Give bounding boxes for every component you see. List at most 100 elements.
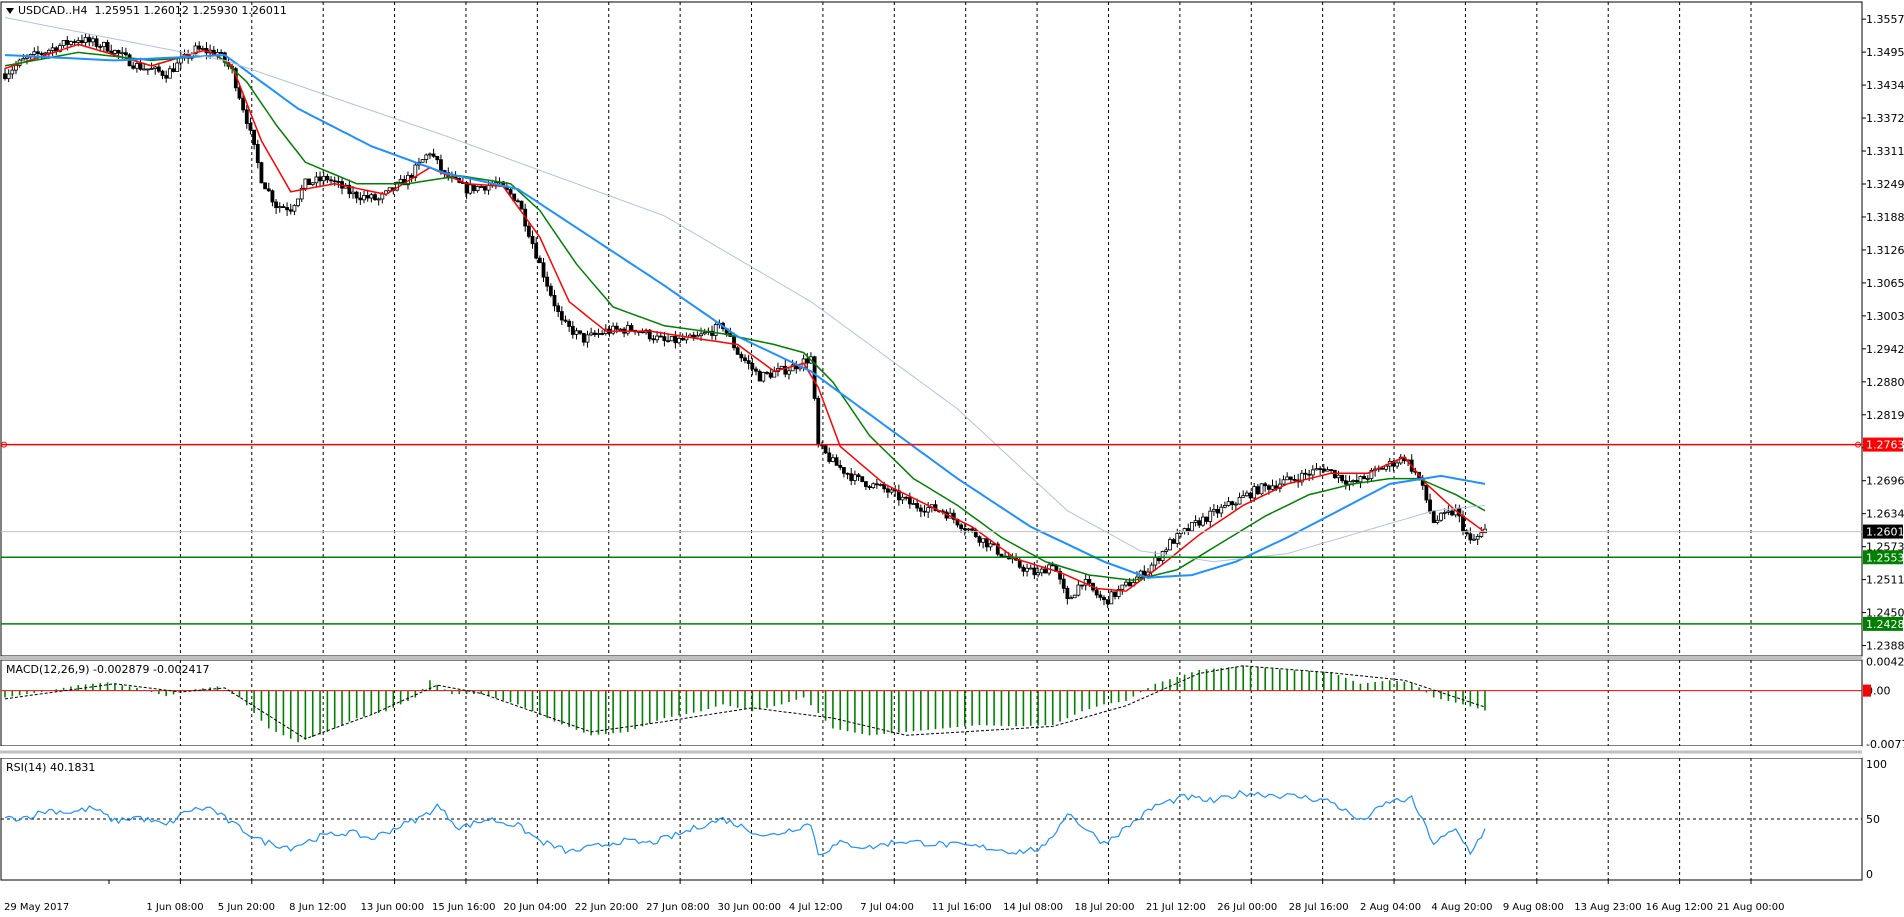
candle-body <box>347 184 352 195</box>
candle-body <box>1307 473 1312 476</box>
candle-body <box>1175 533 1180 544</box>
level-label: 1.26011 <box>1866 526 1904 539</box>
candle-body <box>321 175 326 182</box>
x-tick-label: 4 Jul 12:00 <box>789 902 843 913</box>
candle-body <box>94 38 99 47</box>
candle-body <box>1168 539 1172 551</box>
x-tick-label: 11 Jul 16:00 <box>932 902 992 913</box>
candle-body <box>1450 510 1454 516</box>
candle-body <box>743 357 747 361</box>
candle-body <box>1160 551 1165 562</box>
candle-body <box>1270 485 1275 490</box>
candle-body <box>600 333 605 335</box>
candle-body <box>39 53 44 55</box>
candle-body <box>175 62 180 72</box>
candle-body <box>578 330 583 334</box>
x-tick-label: 8 Jun 12:00 <box>289 902 346 913</box>
candle-body <box>87 37 92 43</box>
candle-body <box>1325 469 1330 472</box>
candle-body <box>252 129 257 145</box>
candle-body <box>1428 499 1432 512</box>
candle-body <box>651 338 656 341</box>
candle-body <box>277 206 282 209</box>
candle-body <box>673 336 678 344</box>
candle-body <box>1109 591 1114 605</box>
candle-body <box>926 507 931 513</box>
candle-body <box>318 176 322 182</box>
candle-body <box>1475 536 1480 540</box>
candle-body <box>592 332 597 335</box>
candle-body <box>1479 532 1484 537</box>
candle-body <box>464 182 469 194</box>
rsi-y-tick-label: 50 <box>1866 813 1880 826</box>
candle-body <box>1094 589 1099 596</box>
candle-body <box>827 452 832 462</box>
candle-body <box>508 189 513 195</box>
y-tick-label: 1.34340 <box>1866 79 1904 92</box>
candle-body <box>988 543 993 548</box>
candle-body <box>435 155 440 161</box>
candle-body <box>552 294 557 307</box>
candle-body <box>1080 584 1084 587</box>
candle-body <box>581 332 586 343</box>
candle-body <box>1435 519 1440 523</box>
candle-body <box>142 68 147 71</box>
candle-body <box>255 144 260 164</box>
candle-body <box>1230 501 1235 505</box>
candle-body <box>1431 510 1436 523</box>
candle-body <box>14 64 18 71</box>
candle-body <box>1043 568 1048 574</box>
candle-body <box>611 325 616 334</box>
candle-body <box>479 186 484 188</box>
candle-body <box>889 489 894 493</box>
candle-body <box>369 194 374 199</box>
candle-body <box>336 180 341 183</box>
level-label: 1.25532 <box>1866 551 1904 564</box>
candle-body <box>805 358 810 364</box>
candle-body <box>1384 465 1388 470</box>
x-tick-label: 29 May 2017 <box>4 902 69 913</box>
candle-body <box>1061 578 1066 589</box>
pane-separator <box>0 656 1862 660</box>
candle-body <box>299 187 304 200</box>
level-label-box <box>1863 524 1903 539</box>
macd-y-tick-label: -0.007745 <box>1866 738 1904 751</box>
x-tick-label: 14 Jul 08:00 <box>1003 902 1063 913</box>
symbol-header[interactable]: USDCAD..H4 1.25951 1.26012 1.25930 1.260… <box>6 4 287 17</box>
candle-body <box>1354 480 1359 483</box>
candle-body <box>329 179 333 182</box>
candle-body <box>666 340 670 343</box>
candle-body <box>1113 591 1117 597</box>
collapse-triangle-icon[interactable] <box>6 8 14 14</box>
candle-body <box>863 481 868 487</box>
candle-body <box>856 474 861 478</box>
candle-body <box>131 65 136 69</box>
candle-body <box>867 486 872 488</box>
candle-body <box>72 41 77 43</box>
candle-body <box>874 483 879 486</box>
y-tick-label: 1.34955 <box>1866 46 1904 59</box>
candle-body <box>1050 564 1055 567</box>
candle-body <box>43 52 48 55</box>
candle-body <box>362 195 366 201</box>
candle-body <box>537 257 542 264</box>
candle-body <box>761 372 766 382</box>
candle-body <box>1171 539 1176 544</box>
candle-body <box>80 40 84 43</box>
candle-body <box>625 325 630 334</box>
rsi-y-tick-label: 0 <box>1866 868 1873 881</box>
candle-body <box>585 334 590 343</box>
x-tick-label: 13 Jun 00:00 <box>361 902 425 913</box>
y-tick-label: 1.32495 <box>1866 178 1904 191</box>
candle-body <box>1190 522 1194 532</box>
candle-body <box>1310 469 1315 476</box>
candle-body <box>325 175 330 181</box>
y-tick-label: 1.30650 <box>1866 277 1904 290</box>
x-tick-label: 4 Aug 20:00 <box>1431 902 1492 913</box>
x-tick-label: 18 Jul 20:00 <box>1074 902 1134 913</box>
candle-body <box>98 46 103 48</box>
candle-body <box>1241 495 1246 498</box>
candle-body <box>1116 589 1121 597</box>
level-label-box <box>1863 437 1903 452</box>
